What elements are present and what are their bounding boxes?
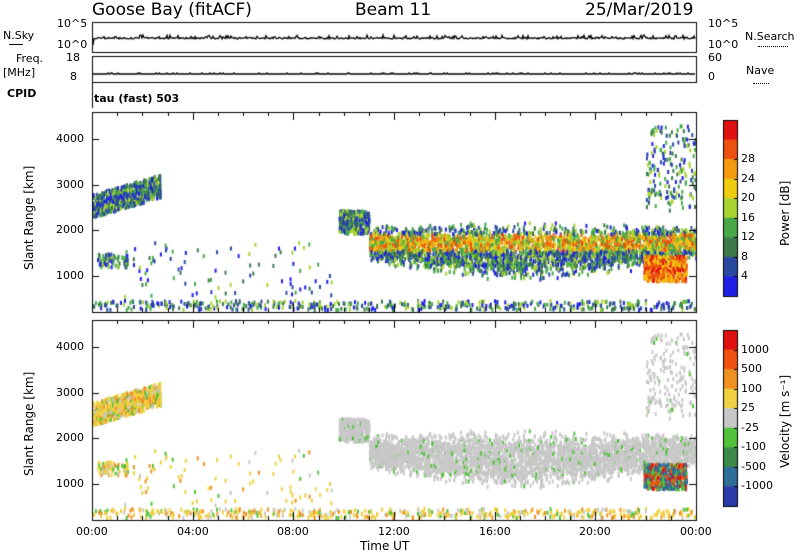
xtick-2: 08:00 <box>277 525 309 538</box>
power-ytick-2000: 2000 <box>56 223 84 236</box>
velocity-colorbar-label: Velocity [m s⁻¹] <box>778 374 792 468</box>
nave-tick-high: 60 <box>708 51 722 64</box>
nsky-tick-high: 10^5 <box>57 17 88 30</box>
nsearch-legend-line <box>758 46 788 47</box>
xtick-6: 00:00 <box>680 525 712 538</box>
cpid-label: CPID <box>7 87 37 100</box>
velocity-cbar-tick-3: 25 <box>741 401 755 414</box>
nsearch-tick-low: 10^0 <box>708 38 739 51</box>
power-cbar-tick-2: 12 <box>741 230 755 243</box>
power-ytick-3000: 3000 <box>56 178 84 191</box>
date-title: 25/Mar/2019 <box>585 0 694 20</box>
power-ytick-4000: 4000 <box>56 132 84 145</box>
xtick-0: 00:00 <box>76 525 108 538</box>
power-ylabel: Slant Range [km] <box>22 165 36 270</box>
power-ytick-1000: 1000 <box>56 269 84 282</box>
velocity-ylabel: Slant Range [km] <box>22 371 36 476</box>
nsearch-tick-high: 10^5 <box>708 17 739 30</box>
velocity-cbar-tick-1: 500 <box>741 362 762 375</box>
power-cbar-tick-4: 20 <box>741 191 755 204</box>
nave-label: Nave <box>746 64 775 77</box>
power-cbar-tick-1: 8 <box>741 250 748 263</box>
xtick-4: 16:00 <box>479 525 511 538</box>
freq-unit-label: [MHz] <box>3 66 36 79</box>
freq-tick-high: 18 <box>66 51 80 64</box>
velocity-cbar-tick-6: -500 <box>741 460 766 473</box>
nsky-tick-low: 10^0 <box>57 38 88 51</box>
nsky-label: N.Sky <box>3 29 35 42</box>
velocity-cbar-tick-2: 100 <box>741 382 762 395</box>
freq-tick-low: 8 <box>70 70 77 83</box>
velocity-cbar-tick-0: 1000 <box>741 343 769 356</box>
nsky-legend-line <box>9 44 23 45</box>
velocity-cbar-tick-7: -1000 <box>741 479 773 492</box>
velocity-ytick-4000: 4000 <box>56 340 84 353</box>
cpid-value: tau (fast) 503 <box>94 92 180 105</box>
xtick-3: 12:00 <box>378 525 410 538</box>
nsearch-label: N.Search <box>745 30 795 43</box>
xtick-5: 20:00 <box>579 525 611 538</box>
nave-legend-line <box>753 83 769 84</box>
velocity-ytick-3000: 3000 <box>56 386 84 399</box>
power-cbar-tick-0: 4 <box>741 269 748 282</box>
beam-title: Beam 11 <box>355 0 432 20</box>
power-cbar-tick-5: 24 <box>741 172 755 185</box>
power-cbar-tick-6: 28 <box>741 152 755 165</box>
velocity-cbar-tick-4: -25 <box>741 421 759 434</box>
station-title: Goose Bay (fitACF) <box>92 0 252 20</box>
freq-label: Freq. <box>16 52 44 65</box>
velocity-ytick-2000: 2000 <box>56 431 84 444</box>
nave-tick-low: 0 <box>708 70 715 83</box>
x-axis-label: Time UT <box>360 539 410 553</box>
velocity-ytick-1000: 1000 <box>56 477 84 490</box>
power-colorbar-label: Power [dB] <box>778 180 792 246</box>
xtick-1: 04:00 <box>177 525 209 538</box>
power-cbar-tick-3: 16 <box>741 211 755 224</box>
velocity-cbar-tick-5: -100 <box>741 440 766 453</box>
